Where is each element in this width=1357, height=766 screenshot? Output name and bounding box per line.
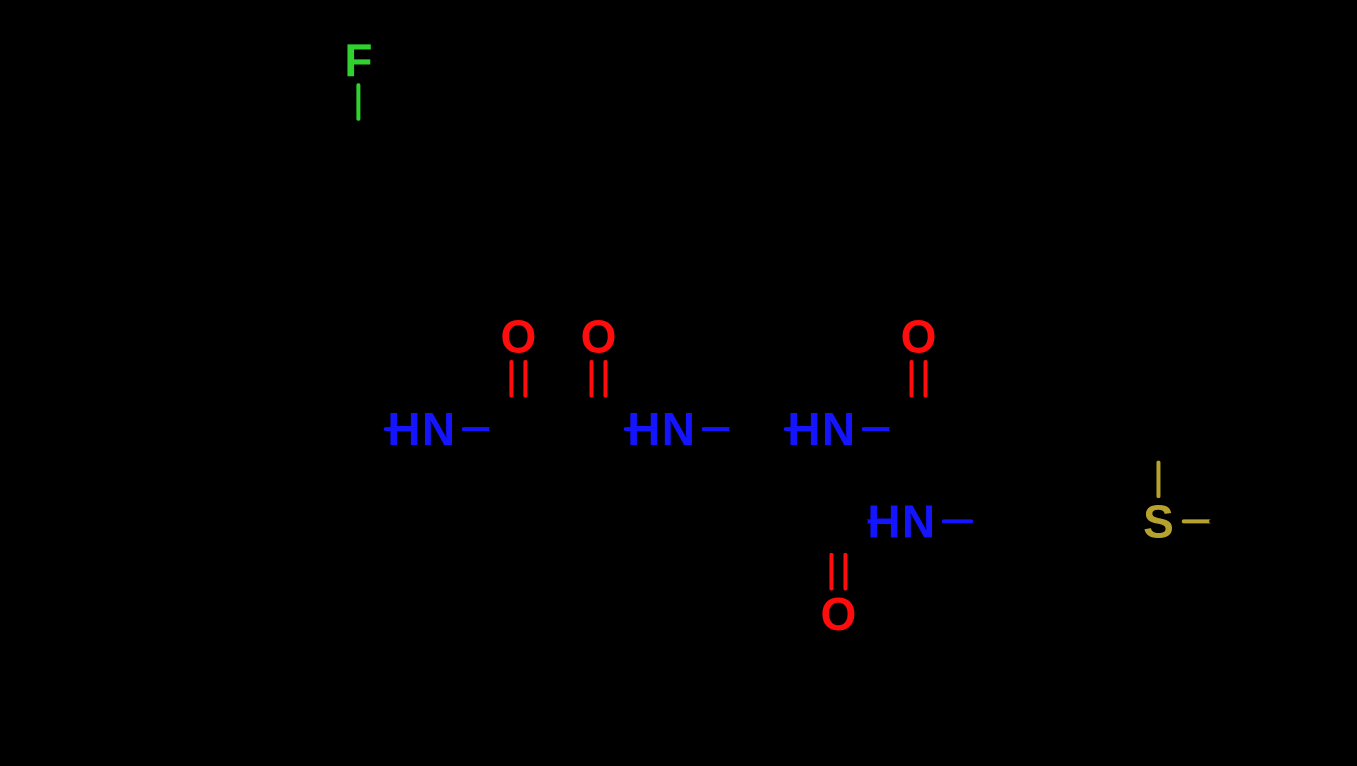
atom-label: O	[501, 311, 537, 363]
atom-hydrogen-label: H	[387, 403, 420, 455]
atom-F: F	[344, 34, 372, 86]
atom-O: O	[821, 588, 857, 640]
atom-hydrogen-label: H	[787, 403, 820, 455]
atom-hydrogen-label: H	[867, 495, 900, 547]
atom-O: O	[581, 311, 617, 363]
atom-O: O	[901, 311, 937, 363]
atom-N: NH	[627, 403, 695, 455]
chemical-structure-diagram: FNHOONHNHOSNHO	[0, 0, 1357, 766]
atom-O: O	[501, 311, 537, 363]
atom-label: N	[662, 403, 695, 455]
atom-label: N	[422, 403, 455, 455]
atom-label: N	[822, 403, 855, 455]
atom-label: N	[902, 495, 935, 547]
atom-label: O	[821, 588, 857, 640]
atom-N: NH	[867, 495, 935, 547]
atom-hydrogen-label: H	[627, 403, 660, 455]
atom-label: O	[901, 311, 937, 363]
atom-S: S	[1143, 495, 1174, 547]
diagram-background	[0, 0, 1357, 766]
structure-svg: FNHOONHNHOSNHO	[0, 0, 1357, 766]
atom-N: NH	[787, 403, 855, 455]
atom-label: O	[581, 311, 617, 363]
atom-N: NH	[387, 403, 455, 455]
atom-label: F	[344, 34, 372, 86]
atom-label: S	[1143, 495, 1174, 547]
